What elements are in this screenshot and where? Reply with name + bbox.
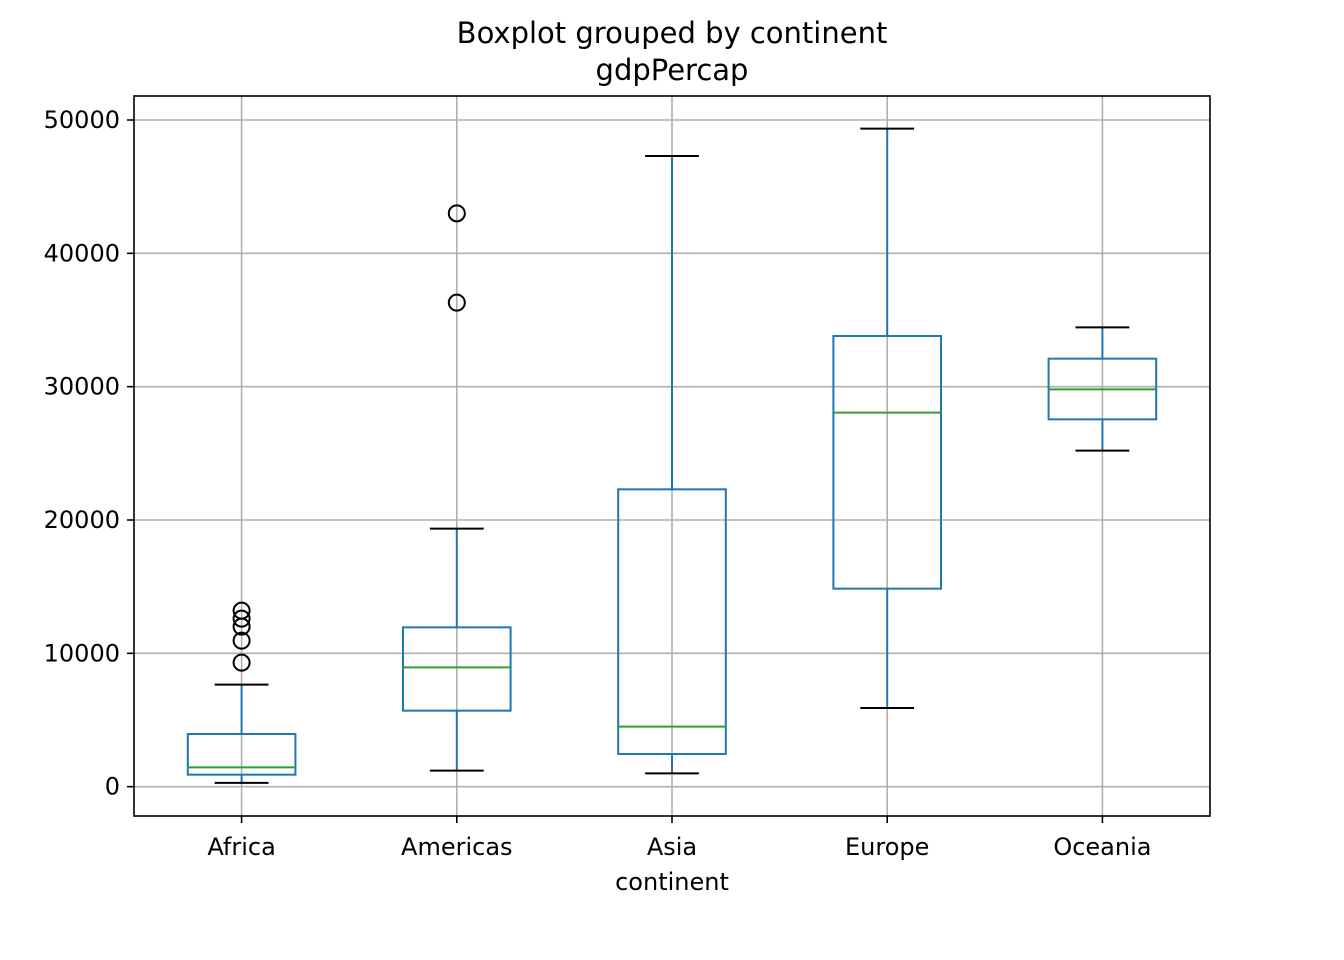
outlier-point (232, 601, 251, 620)
y-tick-label: 0 (105, 773, 120, 801)
chart-title: Boxplot grouped by continent (457, 16, 888, 50)
box-group (832, 127, 943, 709)
box-group (617, 155, 727, 775)
x-axis-label: continent (615, 868, 729, 896)
box-group (402, 204, 512, 772)
box-elements (186, 127, 1158, 784)
y-tick-label: 50000 (44, 106, 120, 134)
iqr-box (832, 335, 943, 590)
box-group (186, 601, 297, 784)
chart-subtitle: gdpPercap (596, 53, 749, 87)
plot-frame (133, 95, 1211, 817)
iqr-box (186, 733, 297, 776)
outlier-point (232, 631, 251, 650)
y-tick-label: 40000 (44, 239, 120, 267)
outlier-point (232, 653, 251, 672)
iqr-box (402, 626, 512, 712)
box-group (1047, 326, 1158, 452)
x-tick-label: Americas (401, 833, 513, 861)
x-tick-label: Africa (207, 833, 275, 861)
outlier-point (447, 293, 466, 312)
outlier-point (232, 609, 251, 628)
iqr-box (617, 488, 727, 755)
outlier-point (447, 204, 466, 223)
y-tick-label: 10000 (44, 639, 120, 667)
x-tick-label: Europe (845, 833, 929, 861)
y-tick-label: 30000 (44, 373, 120, 401)
x-tick-label: Oceania (1053, 833, 1151, 861)
y-tick-label: 20000 (44, 506, 120, 534)
x-tick-label: Asia (647, 833, 697, 861)
axis-ticks: 0 10000 20000 30000 40000 50000 Africa Americas… (44, 106, 1152, 861)
